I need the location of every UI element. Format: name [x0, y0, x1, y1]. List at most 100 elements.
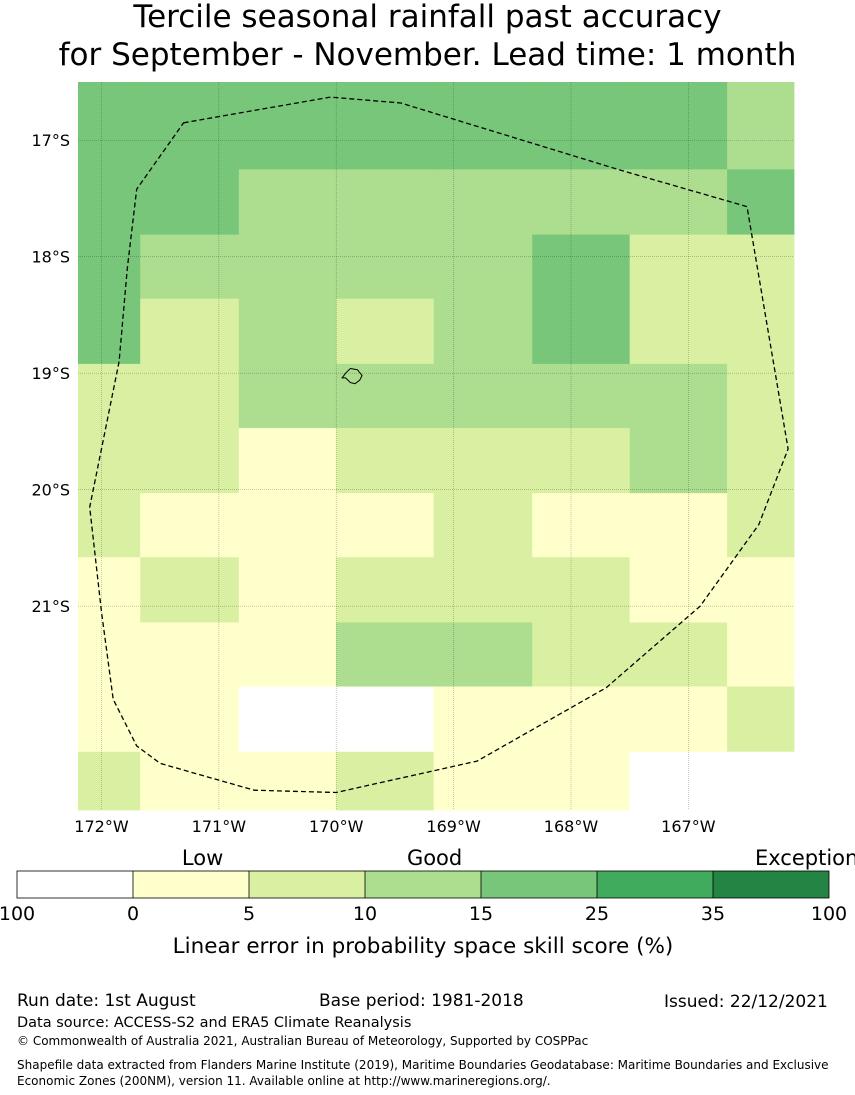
grid-cell [433, 622, 533, 687]
grid-cell [532, 427, 631, 494]
grid-cell [629, 169, 728, 235]
grid-cell [629, 234, 728, 300]
colorbar: 100 0 5 10 15 25 35 100 Low Good Exceptional Linear… [0, 846, 855, 959]
grid-cell [336, 298, 435, 365]
colorbar-segment [481, 871, 597, 898]
map-figure: 17°S 18°S 19°S 20°S 21°S 172°W 171°W 170°W 169°W… [0, 82, 855, 959]
grid-cell [532, 493, 631, 558]
colorbar-tick-label: 0 [127, 903, 139, 925]
grid-cell [727, 169, 795, 235]
grid-cell [336, 493, 435, 558]
grid-cell [727, 82, 795, 170]
grid-cell [238, 363, 337, 429]
grid-cell [336, 169, 435, 235]
grid-cell [140, 427, 240, 494]
grid-cell [532, 82, 631, 170]
lat-label: 20°S [31, 481, 70, 500]
grid-cell [336, 427, 435, 494]
colorbar-axis-label: Linear error in probability space skill … [173, 934, 674, 959]
grid-cell [727, 686, 795, 753]
colorbar-segment [249, 871, 365, 898]
lon-label: 167°W [661, 817, 716, 836]
shapefile-credit-line-1: Shapefile data extracted from Flanders M… [17, 1058, 829, 1072]
grid-cell [78, 493, 141, 558]
grid-cell [140, 82, 240, 170]
lon-label: 171°W [192, 817, 247, 836]
grid-cell [336, 622, 435, 687]
grid-cell [727, 557, 795, 623]
grid-cell [140, 169, 240, 235]
grid-cell [238, 557, 337, 623]
grid-cell [629, 622, 728, 687]
grid-cell [140, 493, 240, 558]
grid-cell [140, 298, 240, 365]
map-title: Tercile seasonal rainfall past accuracy … [0, 0, 855, 74]
grid-cell [78, 169, 141, 235]
grid-cell [140, 686, 240, 753]
grid-cell [532, 751, 631, 811]
colorbar-category-label: Good [407, 846, 462, 870]
grid-cell [433, 751, 533, 811]
colorbar-tick-label: 100 [811, 903, 847, 925]
grid-cell [727, 298, 795, 365]
title-line-1: Tercile seasonal rainfall past accuracy [133, 0, 722, 35]
colorbar-segment [365, 871, 481, 898]
grid-cell [140, 622, 240, 687]
grid-cell [629, 751, 728, 811]
grid-cell [727, 363, 795, 429]
lat-label: 17°S [31, 131, 70, 150]
grid-cell [532, 298, 631, 365]
grid-cell [78, 427, 141, 494]
colorbar-segment [713, 871, 829, 898]
colorbar-tick-label: 5 [243, 903, 255, 925]
shapefile-credit-line-2: Economic Zones (200NM), version 11. Avai… [17, 1074, 551, 1088]
grid-cell [238, 493, 337, 558]
grid-cell [78, 751, 141, 811]
colorbar-tick-label: 35 [701, 903, 725, 925]
grid-cell [238, 427, 337, 494]
lat-label: 18°S [31, 248, 70, 267]
grid-cell [532, 169, 631, 235]
colorbar-tick-label: 15 [469, 903, 493, 925]
grid-cell [532, 363, 631, 429]
grid-cell [140, 363, 240, 429]
data-source: Data source: ACCESS-S2 and ERA5 Climate … [17, 1015, 412, 1031]
grid-cell [629, 427, 728, 494]
grid-cell [433, 169, 533, 235]
grid-cell [532, 557, 631, 623]
grid-cell [336, 363, 435, 429]
grid-cell [433, 234, 533, 300]
grid-cell [78, 298, 141, 365]
grid-cell [629, 493, 728, 558]
lon-label: 169°W [426, 817, 481, 836]
colorbar-tick-label: 25 [585, 903, 609, 925]
grid-cell [78, 557, 141, 623]
grid-cell [336, 557, 435, 623]
grid-cell [629, 82, 728, 170]
colorbar-segment [17, 871, 133, 898]
lat-label: 19°S [31, 364, 70, 383]
grid-cell [78, 234, 141, 300]
grid-cell [336, 686, 435, 753]
lat-label: 21°S [31, 597, 70, 616]
grid-cell [532, 686, 631, 753]
grid-cell [629, 298, 728, 365]
colorbar-tick-label: 10 [353, 903, 377, 925]
grid-cell [140, 557, 240, 623]
run-date: Run date: 1st August [17, 991, 196, 1011]
title-line-2: for September - November. Lead time: 1 m… [58, 37, 797, 73]
colorbar-category-label: Exceptional [755, 846, 855, 870]
grid-cell [238, 686, 337, 753]
grid-cell [238, 169, 337, 235]
map-axis-labels: 17°S 18°S 19°S 20°S 21°S 172°W 171°W 170°W 169°W… [31, 131, 715, 836]
grid-cell [433, 427, 533, 494]
eez-boundary [89, 96, 789, 794]
skill-grid [78, 82, 795, 811]
grid-cell [433, 82, 533, 170]
grid-cell [78, 363, 141, 429]
grid-cell [238, 82, 337, 170]
grid-cell [238, 298, 337, 365]
grid-cell [433, 686, 533, 753]
grid-cell [629, 557, 728, 623]
issued-date: Issued: 22/12/2021 [664, 992, 828, 1012]
